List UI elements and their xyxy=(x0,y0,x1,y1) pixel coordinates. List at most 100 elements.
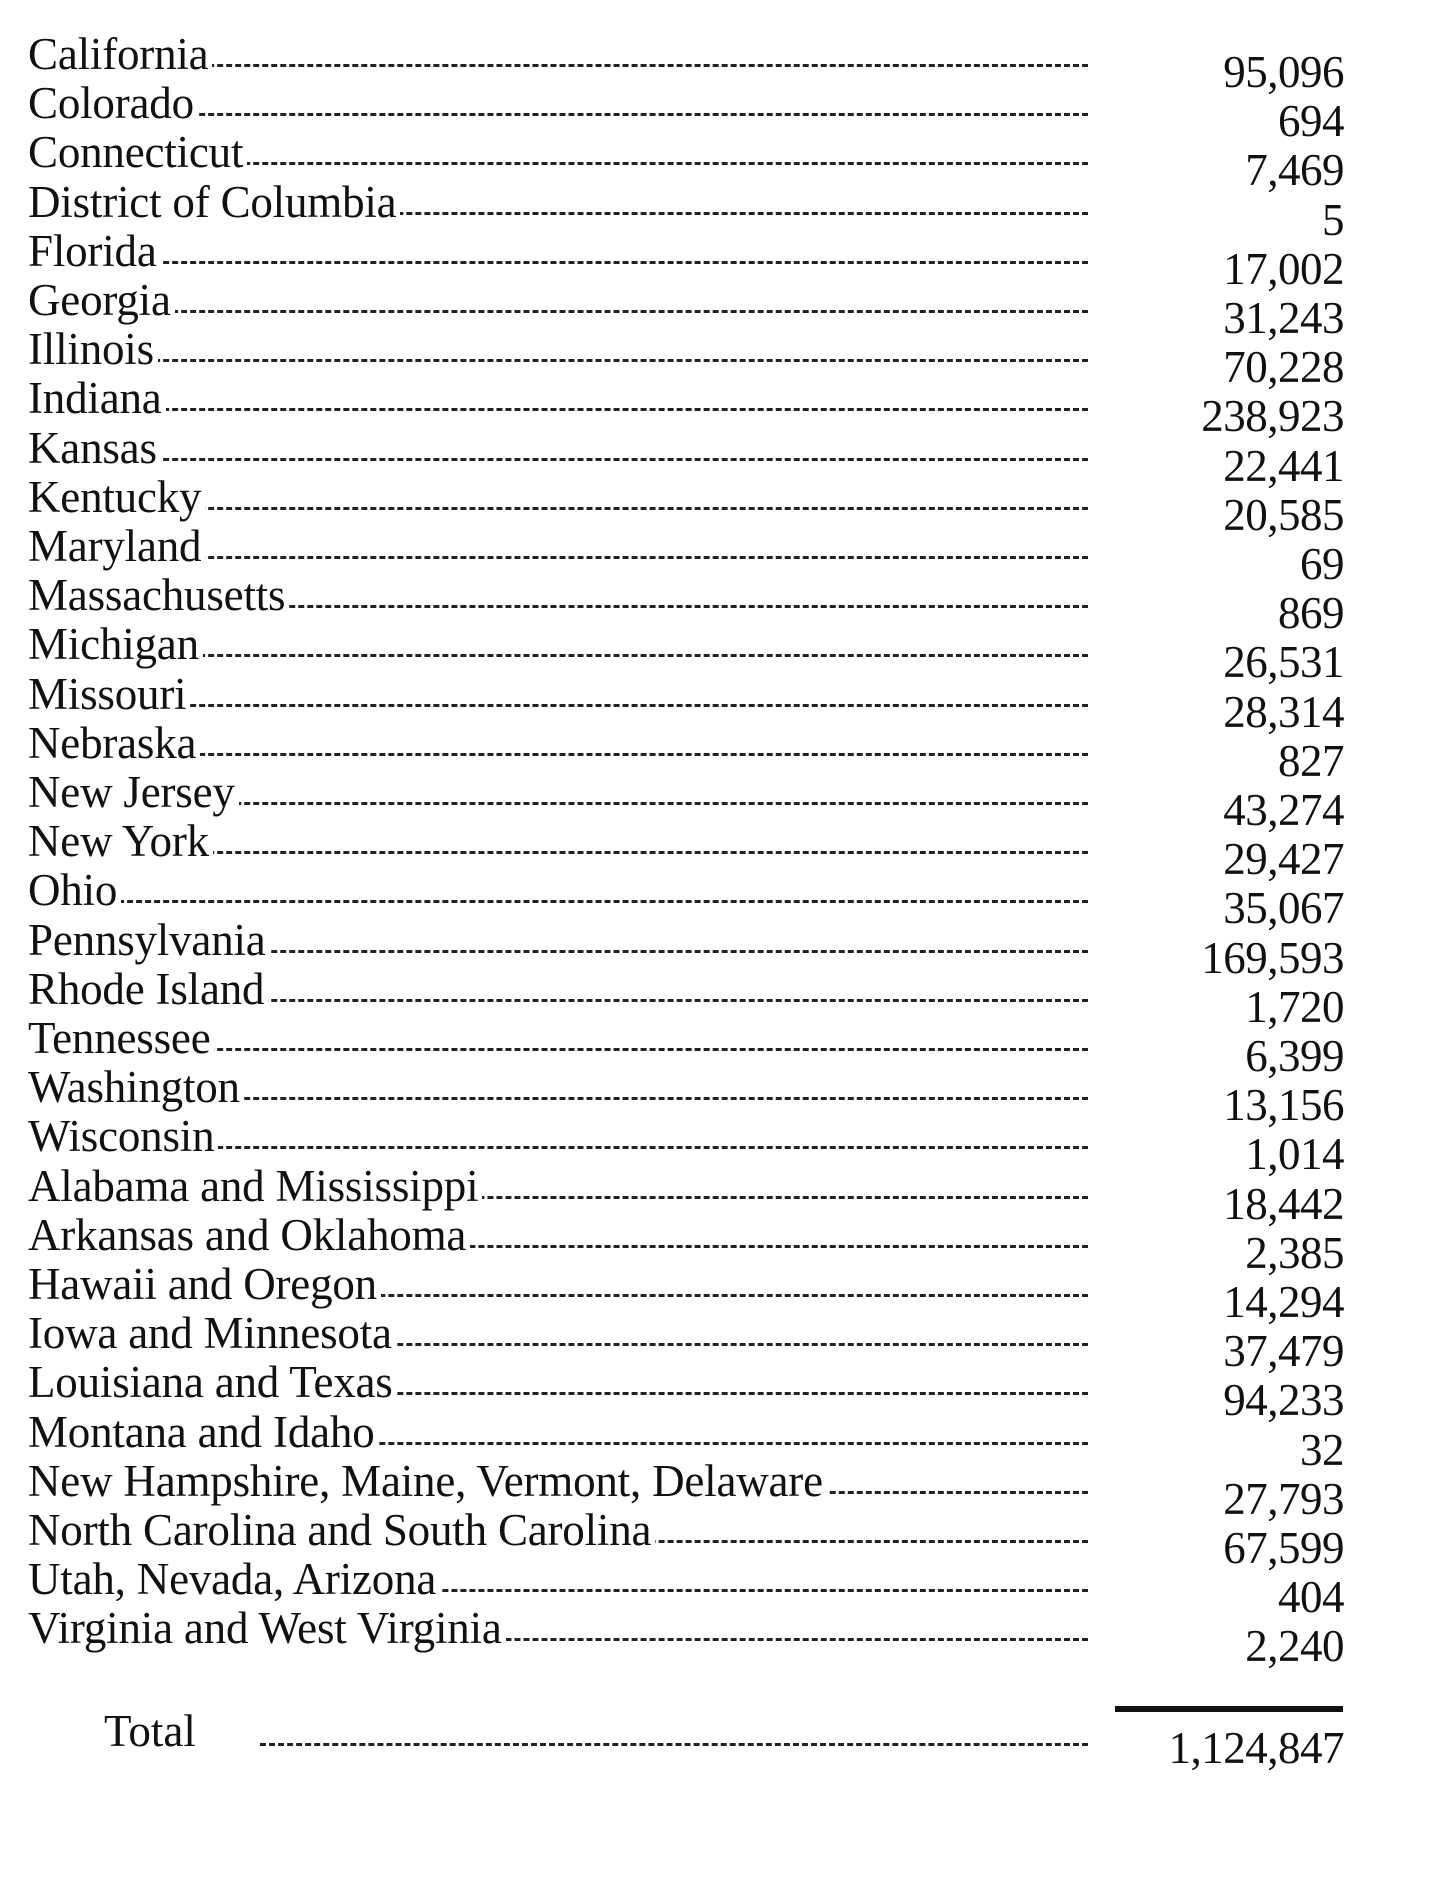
row-label: Ohio xyxy=(28,866,122,915)
table-row: Iowa and Minnesota xyxy=(28,1309,1088,1358)
table-row: Louisiana and Texas xyxy=(28,1358,1088,1407)
dot-leader xyxy=(28,506,1088,510)
table-row: North Carolina and South Carolina xyxy=(28,1506,1088,1554)
dot-leader xyxy=(28,556,1088,559)
dot-leader xyxy=(28,1048,1088,1051)
dot-leader xyxy=(28,703,1088,707)
table-row: Kentucky xyxy=(28,472,1088,521)
row-value: 20,585 xyxy=(1223,489,1344,540)
row-value: 70,228 xyxy=(1223,342,1344,393)
row-label: Connecticut xyxy=(28,128,248,177)
row-label: Michigan xyxy=(28,620,203,669)
dot-leader xyxy=(28,998,1088,1002)
row-value: 14,294 xyxy=(1223,1277,1344,1327)
row-value: 28,314 xyxy=(1223,686,1344,737)
row-label: Hawaii and Oregon xyxy=(28,1260,381,1308)
row-value: 35,067 xyxy=(1223,883,1344,934)
row-value: 869 xyxy=(1278,588,1345,639)
row-label: Illinois xyxy=(28,325,158,374)
table-row: California xyxy=(28,30,1088,78)
dot-leader xyxy=(28,359,1088,363)
row-label: Colorado xyxy=(28,79,198,128)
row-label: Missouri xyxy=(28,669,191,718)
table-row: Arkansas and Oklahoma xyxy=(28,1210,1088,1259)
dot-leader xyxy=(28,1343,1088,1347)
table-row: Kansas xyxy=(28,423,1088,472)
table-row: Rhode Island xyxy=(28,964,1088,1013)
row-value: 43,274 xyxy=(1223,785,1344,835)
row-value: 404 xyxy=(1278,1572,1345,1623)
dot-leader xyxy=(28,1294,1088,1297)
row-value: 94,233 xyxy=(1223,1375,1344,1426)
row-label: Massachusetts xyxy=(28,571,290,620)
dot-leader xyxy=(28,1589,1088,1593)
table-row: Connecticut xyxy=(28,128,1088,177)
row-label: Arkansas and Oklahoma xyxy=(28,1210,471,1259)
row-label: Louisiana and Texas xyxy=(28,1358,397,1407)
row-label: Alabama and Mississippi xyxy=(28,1161,483,1210)
row-value: 169,593 xyxy=(1201,932,1344,983)
row-label: Florida xyxy=(28,226,161,275)
table-row: Michigan xyxy=(28,620,1088,669)
dot-leader xyxy=(28,900,1088,904)
table-row: Pennsylvania xyxy=(28,915,1088,964)
dot-leader xyxy=(28,1146,1088,1150)
row-value: 238,923 xyxy=(1201,391,1344,442)
dot-leader xyxy=(28,1097,1088,1101)
table-row: Montana and Idaho xyxy=(28,1407,1088,1456)
dot-leader xyxy=(28,1195,1088,1199)
total-row: Total xyxy=(28,1707,1088,1757)
dot-leader xyxy=(28,1638,1088,1642)
row-value: 827 xyxy=(1278,735,1345,786)
dot-leader xyxy=(28,654,1088,658)
row-label: New Jersey xyxy=(28,768,239,816)
total-rule xyxy=(1115,1706,1343,1712)
table-row: Washington xyxy=(28,1063,1088,1112)
dot-leader xyxy=(28,408,1088,412)
table-row: Wisconsin xyxy=(28,1112,1088,1161)
row-label: Rhode Island xyxy=(28,964,269,1013)
table-row: Nebraska xyxy=(28,718,1088,767)
table-row: New Hampshire, Maine, Vermont, Delaware xyxy=(28,1456,1088,1505)
row-label: California xyxy=(28,30,213,78)
table-row: Alabama and Mississippi xyxy=(28,1161,1088,1210)
row-label: District of Columbia xyxy=(28,177,401,226)
dot-leader xyxy=(28,211,1088,215)
dot-leader xyxy=(28,113,1088,117)
table-row: Massachusetts xyxy=(28,571,1088,620)
row-label: Utah, Nevada, Arizona xyxy=(28,1555,441,1604)
row-label: Indiana xyxy=(28,374,166,423)
total-value: 1,124,847 xyxy=(1168,1723,1345,1773)
dot-leader xyxy=(28,752,1088,756)
row-label: Montana and Idaho xyxy=(28,1407,379,1456)
dot-leader xyxy=(28,605,1088,609)
row-value: 37,479 xyxy=(1223,1326,1344,1377)
table-row: Ohio xyxy=(28,866,1088,915)
table-row: Maryland xyxy=(28,522,1088,570)
row-label: Nebraska xyxy=(28,718,201,767)
row-label: Iowa and Minnesota xyxy=(28,1309,396,1358)
dot-leader xyxy=(28,1441,1088,1445)
row-value: 7,469 xyxy=(1245,145,1344,196)
table-row: Georgia xyxy=(28,276,1088,324)
row-label: Kentucky xyxy=(28,472,206,521)
row-value: 69 xyxy=(1300,539,1345,589)
row-value: 13,156 xyxy=(1223,1080,1344,1131)
table-row: Florida xyxy=(28,226,1088,275)
row-value: 2,240 xyxy=(1245,1621,1344,1672)
row-label: North Carolina and South Carolina xyxy=(28,1506,656,1554)
table-row: Virginia and West Virginia xyxy=(28,1604,1088,1653)
table-row: Hawaii and Oregon xyxy=(28,1260,1088,1308)
row-label: Georgia xyxy=(28,276,175,324)
dot-leader xyxy=(28,1244,1088,1248)
row-label: Maryland xyxy=(28,522,206,570)
table-row: New Jersey xyxy=(28,768,1088,816)
row-label: New York xyxy=(28,817,213,866)
row-value: 1,014 xyxy=(1245,1129,1344,1180)
dot-leader xyxy=(28,1392,1088,1396)
row-label: Washington xyxy=(28,1063,244,1112)
row-value: 2,385 xyxy=(1245,1227,1344,1278)
table-row: New York xyxy=(28,817,1088,866)
row-label: Tennessee xyxy=(28,1014,215,1062)
dot-leader xyxy=(28,162,1088,166)
